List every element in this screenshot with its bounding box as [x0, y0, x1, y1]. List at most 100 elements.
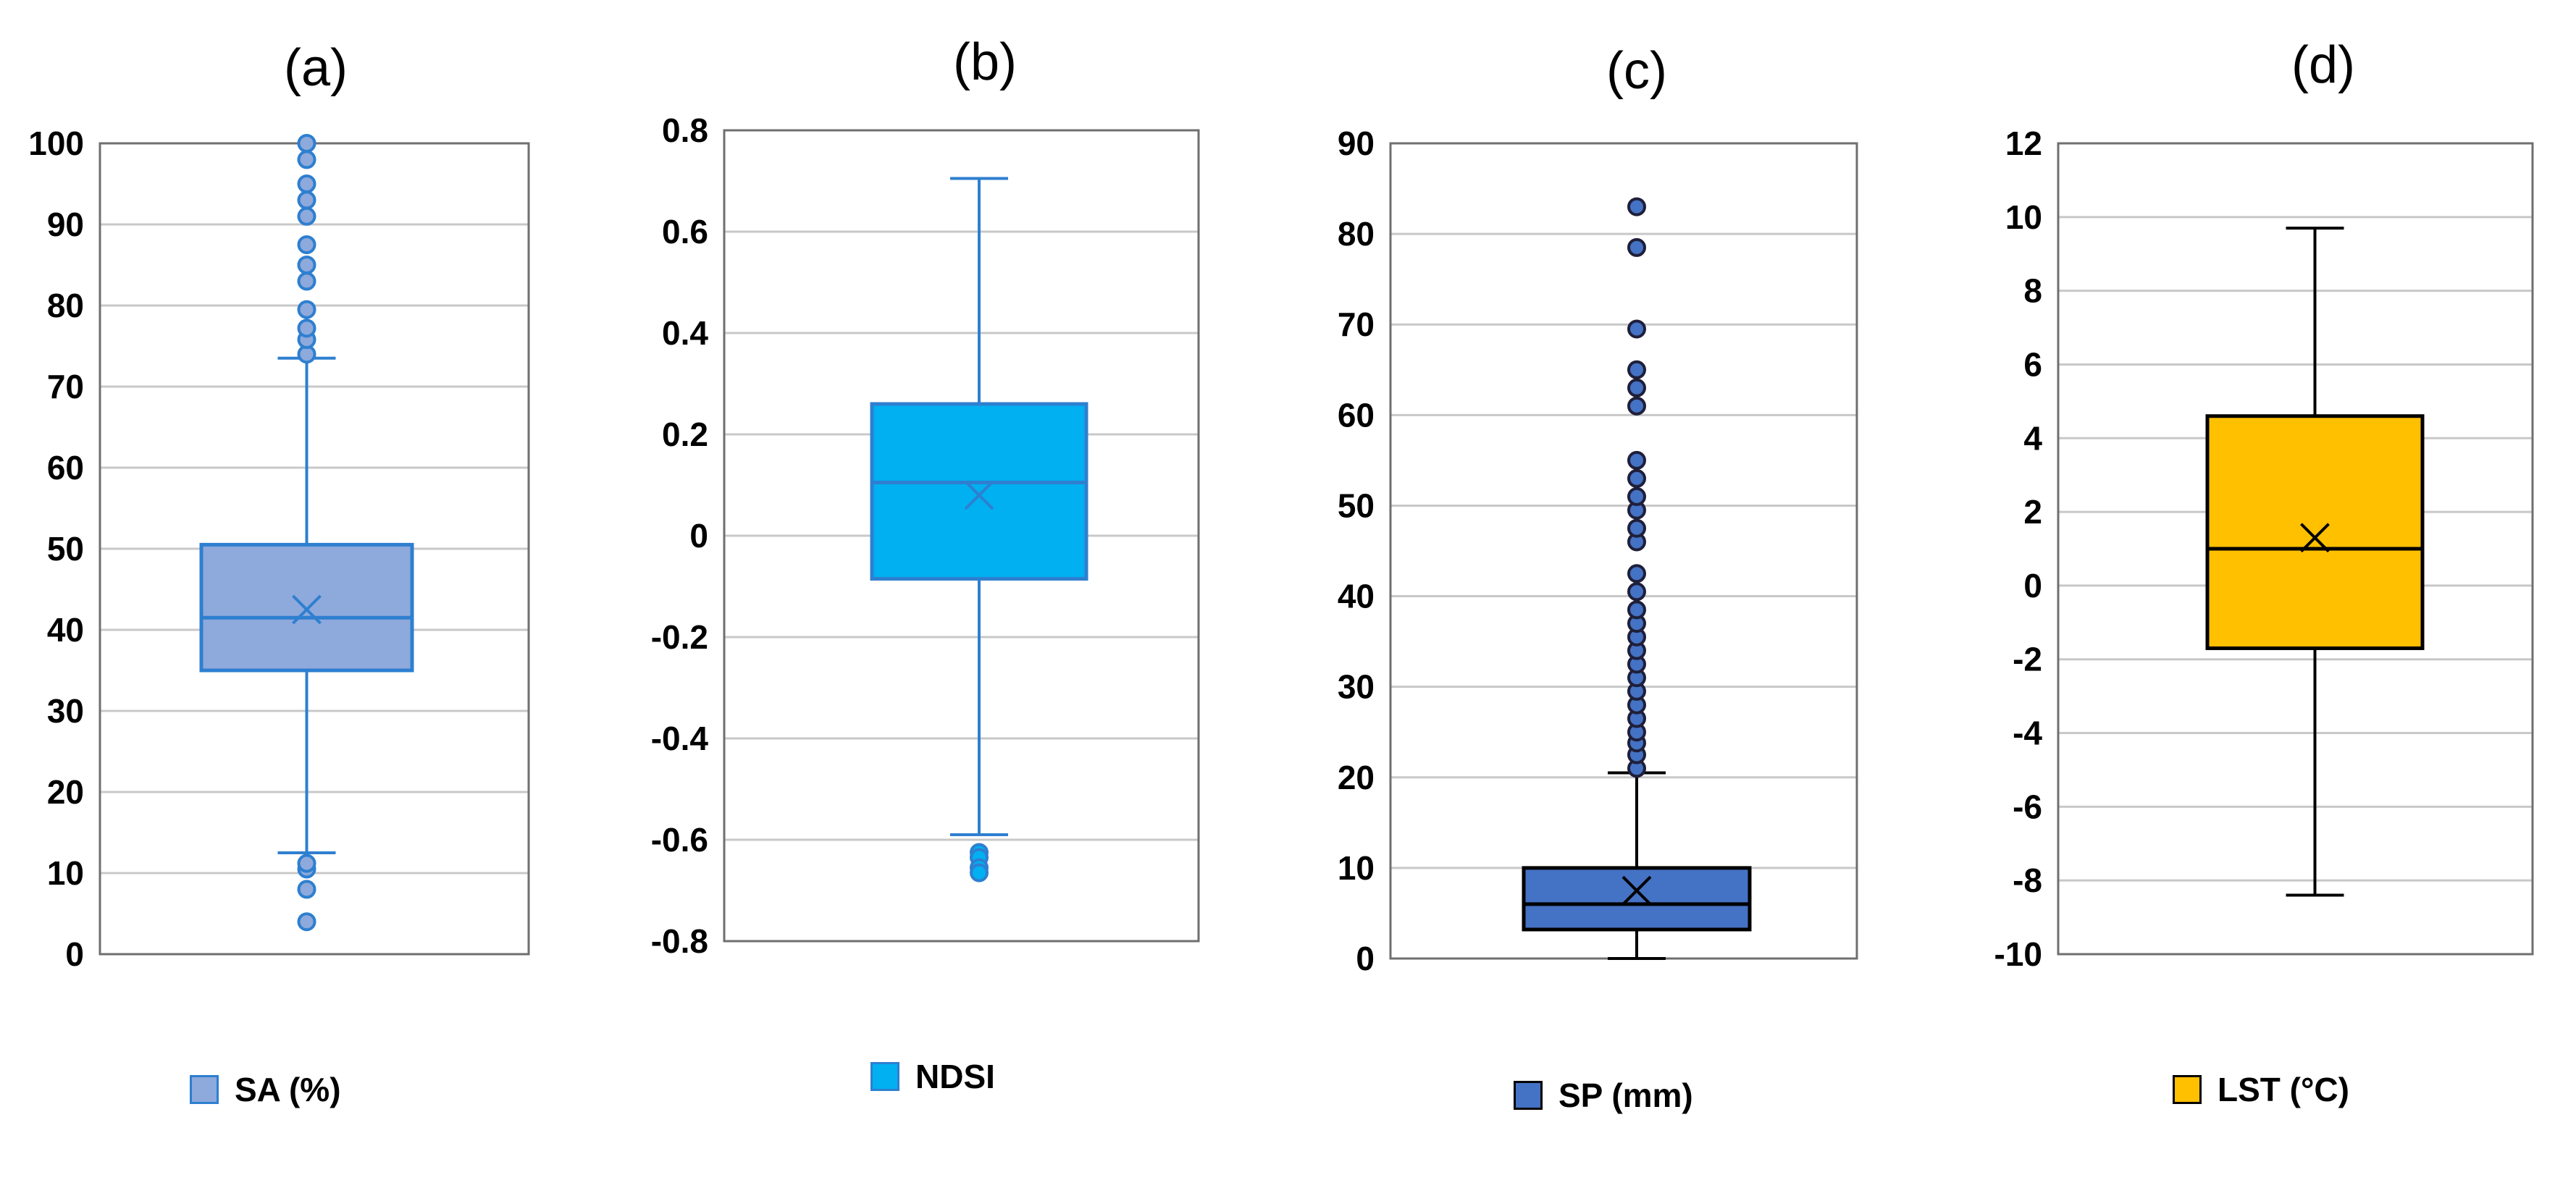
y-tick-label: 6 [2023, 345, 2042, 383]
y-tick-label: 0.6 [662, 213, 708, 250]
legend-item: SA (%) [190, 1070, 341, 1109]
chart-panel: (d) -10 -8 -6 -4 -2 0 2 4 6 8 10 12 [1994, 36, 2534, 973]
y-tick-label: 20 [47, 773, 84, 811]
y-tick-label: 50 [47, 530, 84, 568]
outlier-point [297, 174, 316, 193]
panel-label: (c) [1606, 42, 1667, 100]
panel-label: (d) [2291, 36, 2355, 94]
y-tick-label: 0 [689, 517, 708, 555]
y-tick-label: 90 [47, 206, 84, 243]
mean-marker [964, 480, 994, 510]
legend-item: SP (mm) [1514, 1076, 1693, 1115]
outlier-point [297, 190, 316, 210]
plot-frame [2057, 142, 2534, 956]
y-tick-label: 8 [2023, 272, 2042, 310]
legend-swatch [2173, 1075, 2202, 1104]
y-tick-label: 12 [2005, 125, 2042, 162]
y-tick-label: -0.2 [651, 618, 708, 656]
y-tick-label: 90 [1338, 125, 1375, 162]
y-tick-label: 50 [1338, 486, 1375, 524]
mean-marker [1621, 875, 1652, 906]
chart-panel: (a) 0 10 20 30 40 50 60 70 80 90 100 [28, 39, 530, 973]
y-tick-label: 70 [1338, 306, 1375, 343]
outlier-point [1627, 450, 1646, 470]
y-tick-label: -0.8 [651, 922, 708, 960]
outlier-point [1627, 378, 1646, 397]
y-tick-label: 70 [47, 368, 84, 405]
outlier-point [1627, 600, 1646, 620]
outlier-point [1627, 468, 1646, 488]
legend-label: LST (°C) [2218, 1071, 2349, 1108]
legend-item: LST (°C) [2173, 1070, 2349, 1109]
y-tick-label: 40 [47, 611, 84, 649]
panel-label: (b) [953, 33, 1017, 91]
outlier-point [297, 134, 316, 153]
outlier-point [297, 150, 316, 169]
outlier-point [297, 880, 316, 899]
y-tick-label: 0.4 [662, 314, 708, 352]
legend-swatch [1514, 1081, 1543, 1110]
outlier-point [297, 912, 316, 932]
legend-label: SA (%) [235, 1071, 341, 1108]
y-tick-label: 60 [1338, 396, 1375, 434]
y-tick-label: 0.2 [662, 416, 708, 453]
y-tick-label: 10 [1338, 849, 1375, 887]
outlier-point [1627, 237, 1646, 257]
y-tick-label: 20 [1338, 759, 1375, 796]
y-tick-label: 10 [2005, 198, 2042, 236]
outlier-point [1627, 319, 1646, 339]
y-tick-label: 0 [1356, 940, 1375, 977]
y-tick-label: -2 [2013, 641, 2042, 678]
y-tick-label: 10 [47, 854, 84, 892]
outlier-point [1627, 518, 1646, 538]
plot-frame [1389, 142, 1858, 960]
outlier-point [1627, 396, 1646, 416]
outlier-point [297, 206, 316, 226]
y-tick-label: 30 [47, 692, 84, 730]
y-tick-label: -4 [2013, 715, 2042, 752]
legend-swatch [870, 1062, 899, 1091]
mean-marker [2300, 523, 2330, 553]
outlier-point [1627, 197, 1646, 216]
iqr-box [870, 402, 1088, 581]
chart-panel: (b) -0.8 -0.6 -0.4 -0.2 0 0.2 0.4 0.6 0.8 [651, 33, 1200, 960]
y-tick-label: 0.8 [662, 111, 708, 149]
chart-panel: (c) 0 10 20 30 40 50 60 70 80 90 [1338, 42, 1858, 977]
y-tick-label: 80 [1338, 215, 1375, 253]
y-tick-label: -8 [2013, 861, 2042, 899]
outlier-point [1627, 564, 1646, 584]
outlier-point [1627, 360, 1646, 379]
outlier-point [297, 235, 316, 254]
y-tick-label: -0.4 [651, 720, 709, 757]
mean-marker-stroke [292, 594, 322, 625]
mean-marker [292, 594, 322, 625]
y-tick-label: 60 [47, 449, 84, 486]
legend-swatch [190, 1075, 219, 1104]
y-tick-label: 4 [2023, 419, 2042, 457]
y-tick-label: 30 [1338, 668, 1375, 706]
mean-marker-stroke [1621, 875, 1652, 906]
y-tick-label: -10 [1994, 935, 2042, 973]
legend-label: NDSI [915, 1058, 995, 1095]
outlier-point [297, 256, 316, 274]
mean-marker-stroke [2300, 523, 2330, 553]
outlier-point [1627, 582, 1646, 602]
outlier-point [297, 319, 316, 338]
outlier-point [970, 863, 989, 882]
outlier-point [1627, 486, 1646, 506]
y-tick-label: 0 [65, 935, 84, 973]
y-tick-label: -6 [2013, 788, 2042, 825]
mean-marker-stroke [964, 480, 994, 510]
legend-label: SP (mm) [1558, 1077, 1693, 1114]
iqr-box [1522, 866, 1752, 932]
y-tick-label: -0.6 [651, 821, 708, 859]
y-tick-label: 0 [2023, 567, 2042, 604]
outlier-point [297, 271, 316, 291]
outlier-point [297, 300, 316, 319]
legend-item: NDSI [870, 1057, 995, 1096]
plot-frame [723, 129, 1200, 943]
y-tick-label: 40 [1338, 578, 1375, 615]
y-tick-label: 80 [47, 287, 84, 324]
outlier-point [297, 854, 316, 873]
